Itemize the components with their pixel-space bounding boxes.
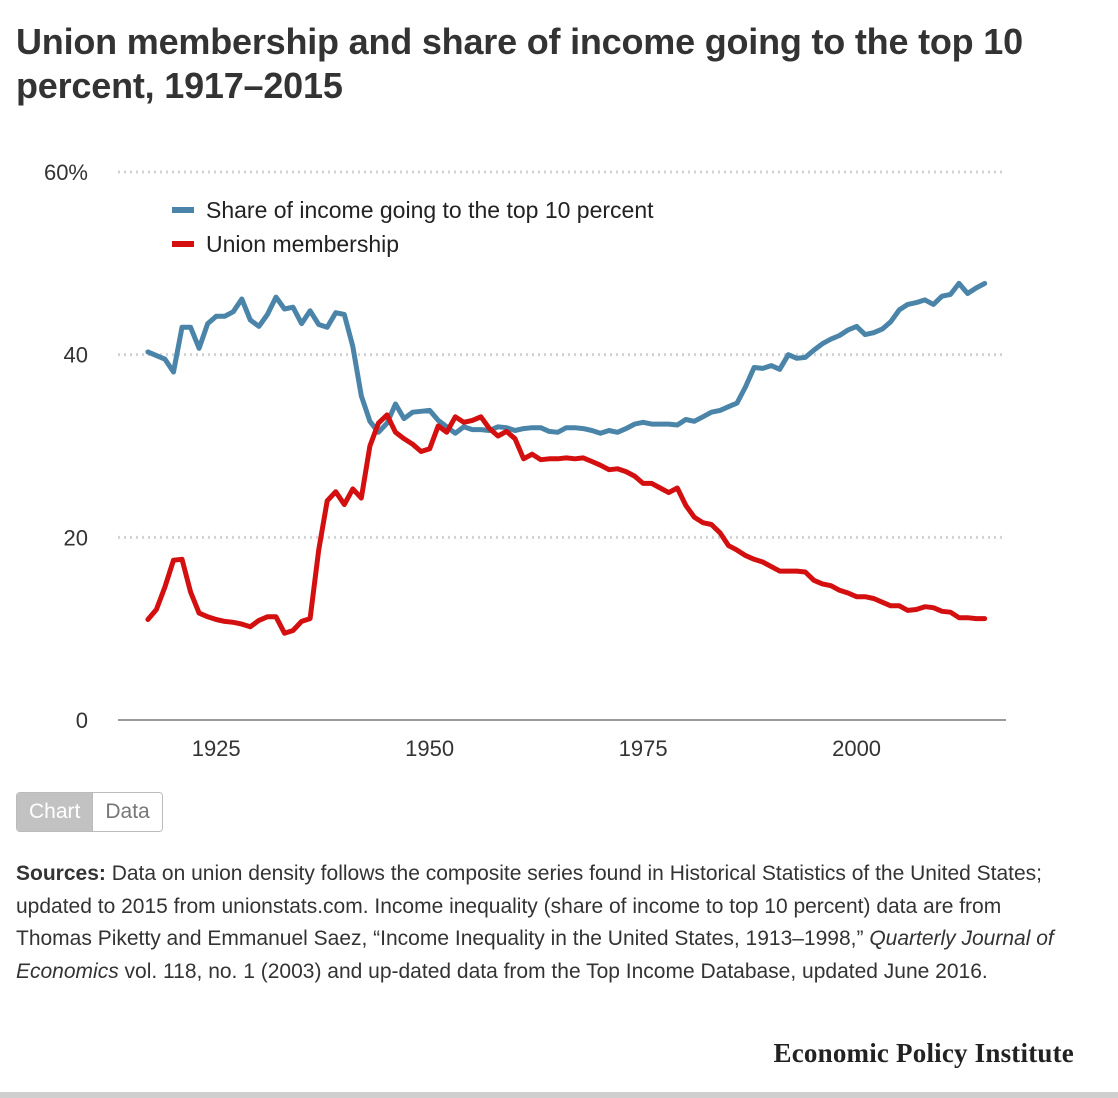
line-chart: 0 20 40 60% 1925 1950 1975 2000 Share of income… [44, 160, 1006, 761]
y-tick-label-20: 20 [64, 525, 88, 550]
sources-label: Sources: [16, 862, 106, 885]
series-line-top10-income-share [145, 280, 988, 436]
y-tick-label-40: 40 [64, 343, 88, 368]
data-view-button[interactable]: Data [92, 793, 162, 831]
axes: 0 20 40 60% 1925 1950 1975 2000 [44, 160, 1006, 761]
legend-swatch-0 [172, 207, 194, 213]
bottom-rule [0, 1092, 1118, 1098]
chart-view-button[interactable]: Chart [17, 793, 93, 831]
sources-note: Sources: Data on union density follows t… [16, 858, 1056, 988]
sources-text-1: Data on union density follows the compos… [16, 862, 1043, 950]
y-tick-label-60: 60% [44, 160, 88, 185]
publisher-logo: Economic Policy Institute [773, 1038, 1074, 1068]
series-line-union-membership [145, 412, 988, 636]
x-tick-label-2000: 2000 [832, 736, 881, 761]
view-toggle: Chart Data [16, 792, 163, 832]
x-tick-label-1925: 1925 [192, 736, 241, 761]
legend-label-0: Share of income going to the top 10 perc… [206, 197, 654, 223]
chart-title: Union membership and share of income goi… [16, 21, 1023, 106]
series-lines [145, 280, 988, 636]
sources-journal: Quarterly Journal of Economics [16, 927, 1054, 983]
x-tick-label-1975: 1975 [619, 736, 668, 761]
sources-text-2: vol. 118, no. 1 (2003) and up-dated data… [118, 959, 988, 983]
x-tick-label-1950: 1950 [405, 736, 454, 761]
legend-swatch-1 [172, 241, 194, 247]
grid-lines [118, 170, 1006, 539]
legend: Share of income going to the top 10 perc… [172, 197, 654, 257]
y-tick-label-0: 0 [76, 708, 88, 733]
legend-label-1: Union membership [206, 231, 399, 257]
